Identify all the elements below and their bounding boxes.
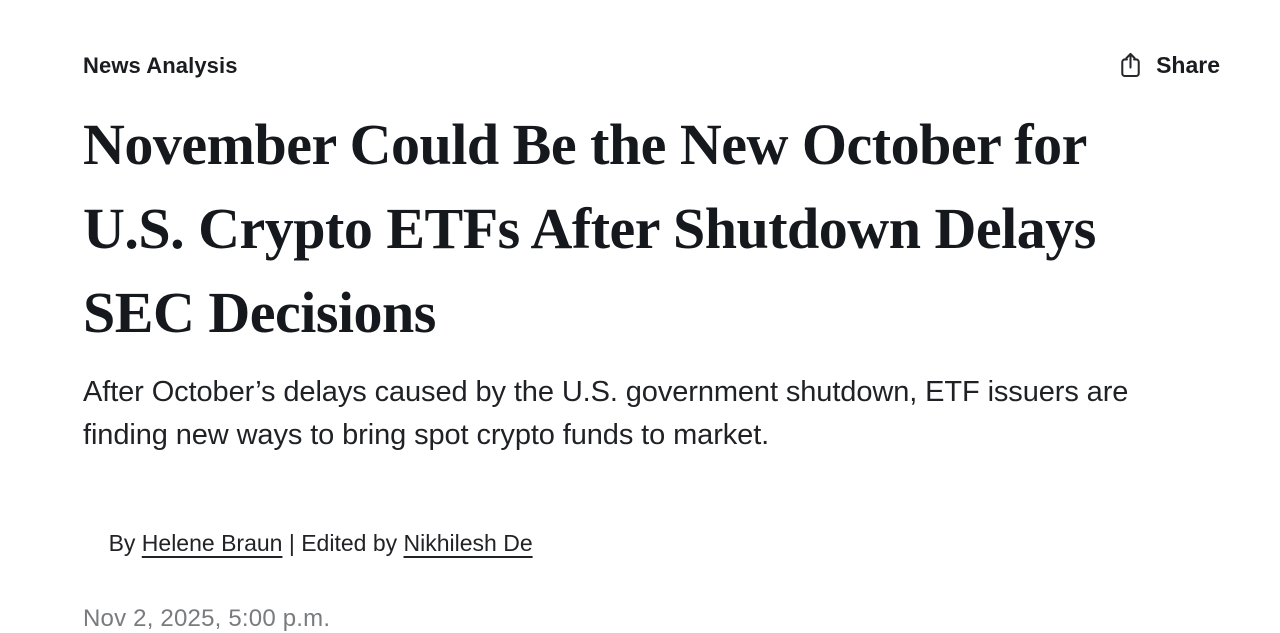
article-dek: After October’s delays caused by the U.S… xyxy=(83,376,1129,451)
headline-line-1: November Could Be the New October for xyxy=(83,112,1087,177)
share-icon xyxy=(1116,50,1145,81)
share-label: Share xyxy=(1156,52,1220,78)
publish-timestamp: Nov 2, 2025, 5:00 p.m. xyxy=(83,605,331,632)
article-headline: November Could Be the New October for U.… xyxy=(83,103,1220,355)
byline-separator: | xyxy=(282,530,302,556)
headline-line-3: SEC Decisions xyxy=(83,280,436,345)
edited-by-label: Edited by xyxy=(301,530,404,556)
headline-line-2: U.S. Crypto ETFs After Shutdown Delays xyxy=(83,196,1096,261)
kicker-label: News Analysis xyxy=(83,52,238,78)
byline: By Helene Braun | Edited by Nikhilesh De xyxy=(83,503,1220,584)
share-button[interactable]: Share xyxy=(1116,50,1220,81)
article-header: News Analysis Share November Could Be th… xyxy=(83,50,1220,632)
editor-link[interactable]: Nikhilesh De xyxy=(403,530,533,556)
byline-prefix: By xyxy=(108,530,142,556)
author-link[interactable]: Helene Braun xyxy=(141,530,283,556)
top-row: News Analysis Share xyxy=(83,50,1220,81)
